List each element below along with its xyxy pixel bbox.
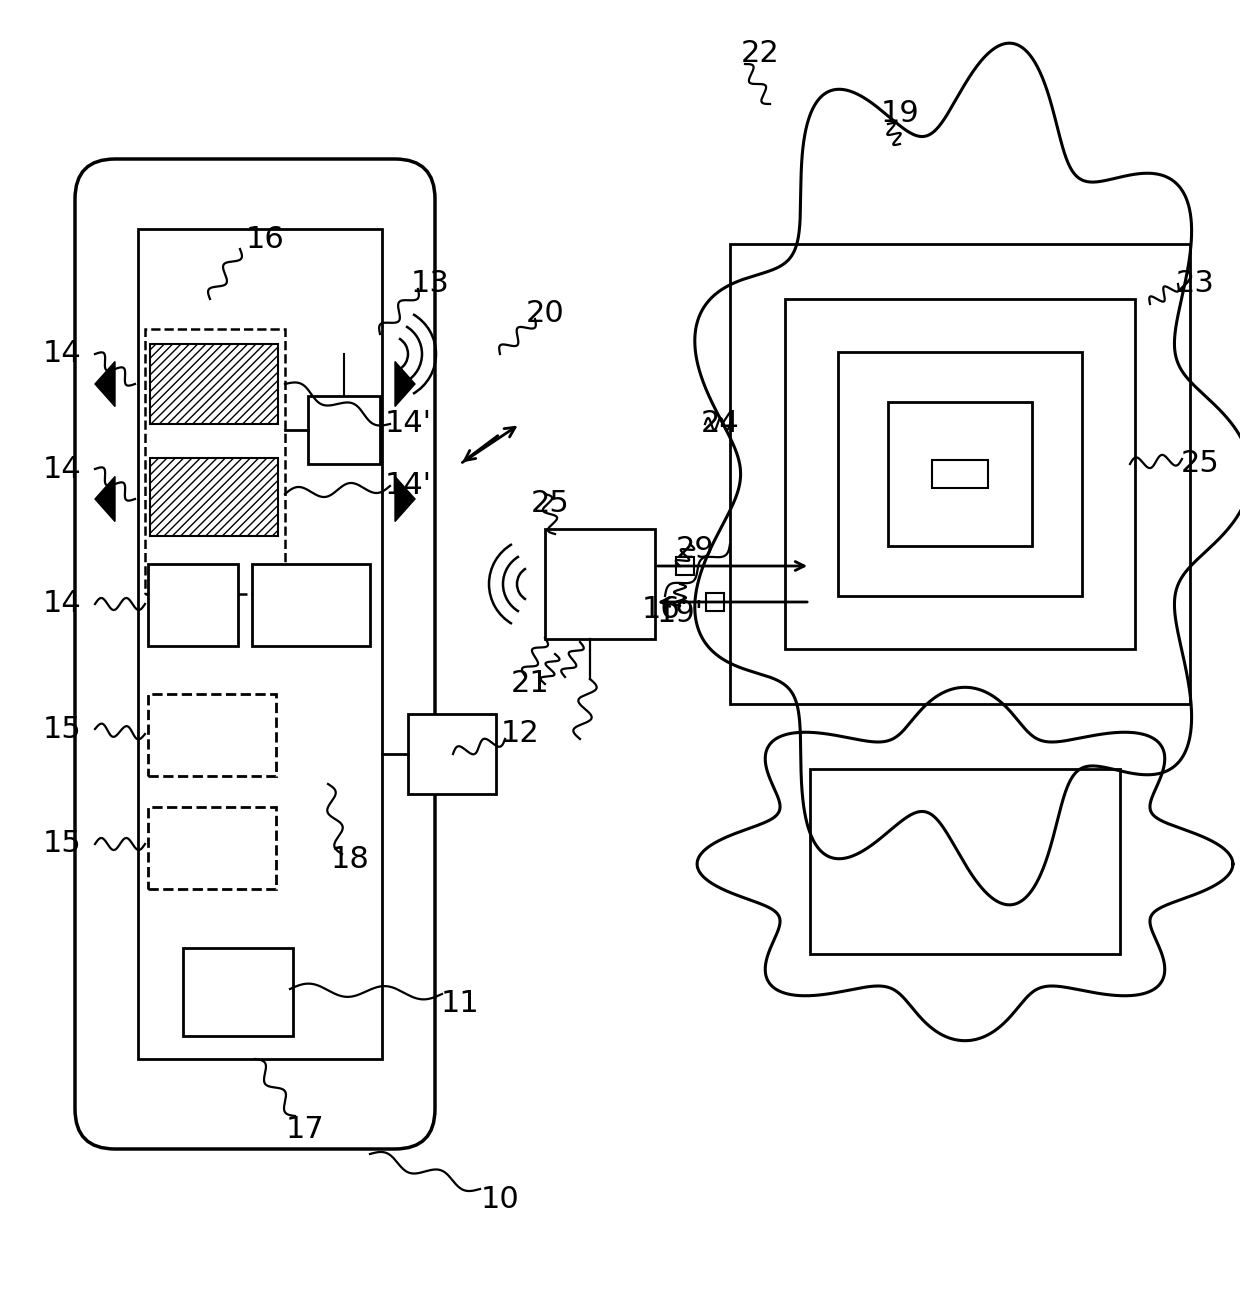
Text: 14': 14' <box>384 409 432 439</box>
Bar <box>145 329 285 594</box>
Text: 16: 16 <box>246 224 284 254</box>
Bar <box>138 229 382 1058</box>
Text: 25: 25 <box>531 489 569 519</box>
Bar <box>838 352 1083 597</box>
Bar <box>148 564 238 646</box>
Text: 10: 10 <box>481 1184 520 1214</box>
Text: 18: 18 <box>331 845 370 873</box>
Text: 11: 11 <box>440 990 480 1018</box>
Bar <box>676 556 694 575</box>
Text: 15: 15 <box>42 829 82 858</box>
Bar <box>148 807 277 889</box>
Bar <box>252 564 370 646</box>
Bar <box>706 593 724 611</box>
Bar <box>148 694 277 776</box>
Text: 21: 21 <box>511 669 549 699</box>
Polygon shape <box>95 361 115 406</box>
Bar <box>730 245 1190 704</box>
Bar <box>546 529 655 639</box>
FancyBboxPatch shape <box>74 159 435 1149</box>
Text: 13: 13 <box>410 269 449 299</box>
Text: 29: 29 <box>676 534 714 563</box>
Bar <box>150 344 278 424</box>
Bar <box>932 459 988 488</box>
Text: 25: 25 <box>1180 449 1219 479</box>
Bar <box>150 458 278 536</box>
Text: 24: 24 <box>701 409 739 439</box>
Text: 23: 23 <box>1176 269 1214 299</box>
Text: 14': 14' <box>384 471 432 501</box>
Bar <box>810 769 1120 954</box>
Text: 14: 14 <box>42 590 82 619</box>
Text: 19: 19 <box>880 100 919 128</box>
Text: 15: 15 <box>42 714 82 744</box>
Bar <box>408 714 496 795</box>
Bar <box>785 299 1135 650</box>
Text: 12: 12 <box>501 719 539 748</box>
Text: 16': 16' <box>641 594 688 624</box>
Text: 17: 17 <box>285 1114 325 1144</box>
Polygon shape <box>95 476 115 521</box>
Polygon shape <box>396 476 415 521</box>
Bar <box>184 949 293 1036</box>
Text: 14: 14 <box>42 339 82 369</box>
Bar <box>308 396 379 465</box>
Polygon shape <box>396 361 415 406</box>
Text: 22: 22 <box>740 40 780 69</box>
Text: 14: 14 <box>42 454 82 484</box>
Text: 20: 20 <box>526 299 564 329</box>
Bar <box>888 402 1032 546</box>
Text: 19': 19' <box>656 599 703 629</box>
